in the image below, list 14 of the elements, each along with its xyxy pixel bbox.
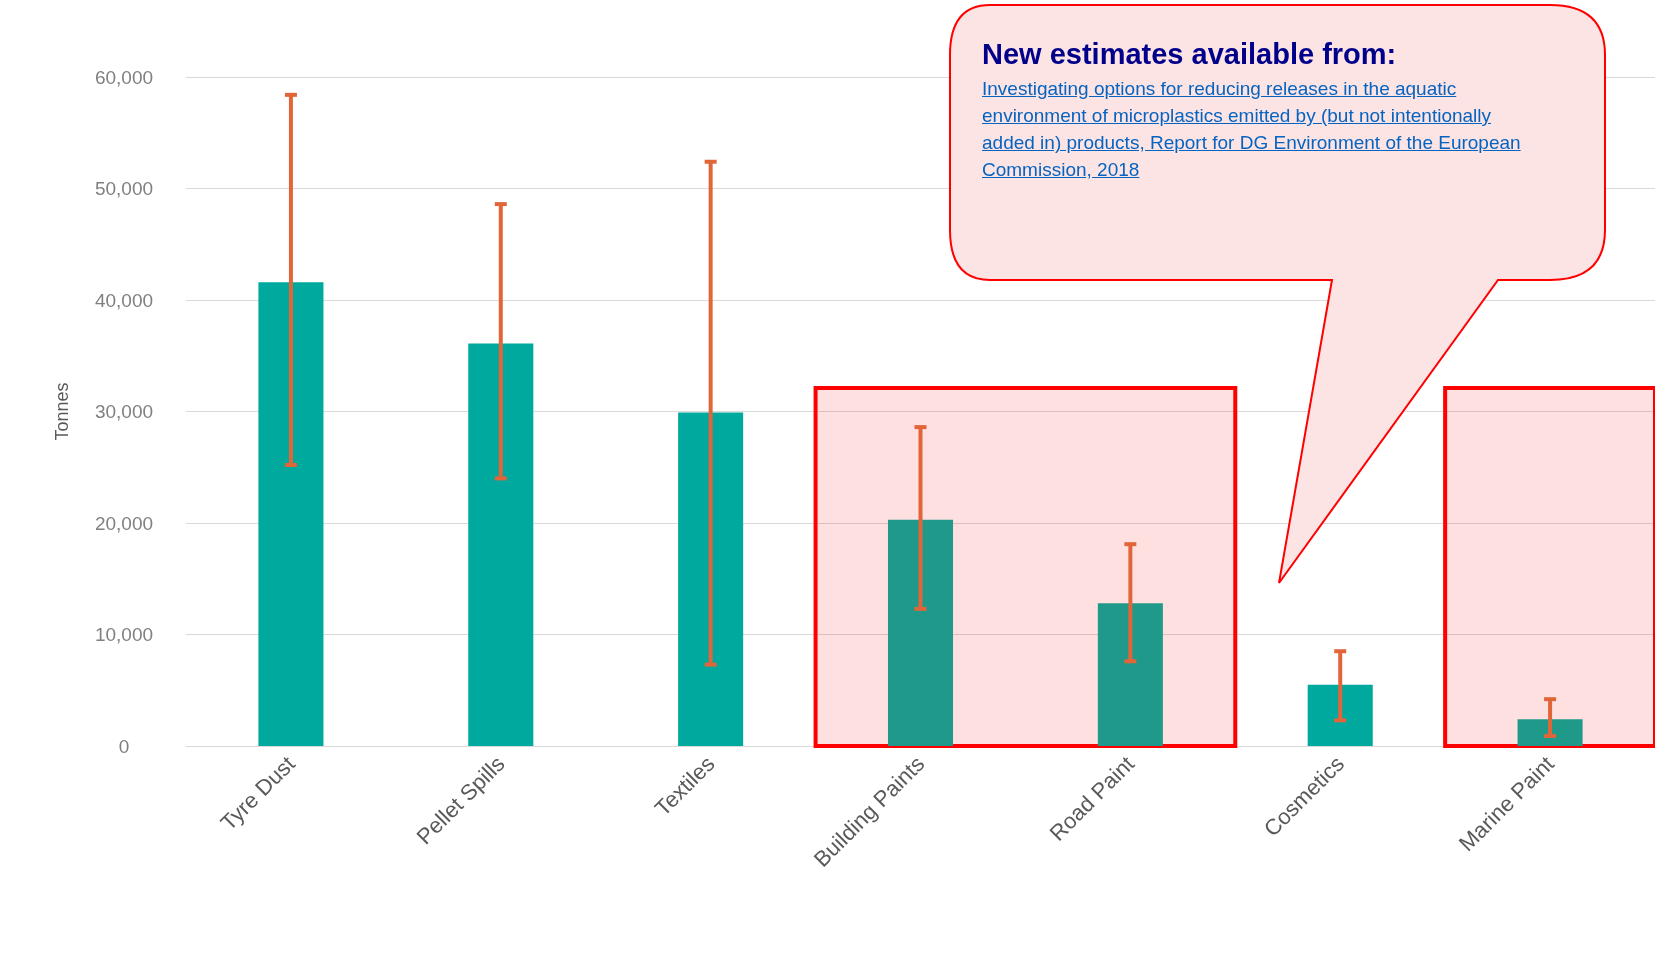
annotation: Investigating options for reducing releases in the aquatic environment of microplastics emitted by (but not intentionally added in) products, Report for DG Environment of the European Commission, 2018: [982, 77, 1522, 183]
y-tick-label: 20,000: [94, 512, 154, 534]
y-tick-label: 30,000: [94, 401, 154, 422]
y-tick-label: 60,000: [94, 66, 154, 88]
text: New estimates available from:: [982, 38, 1398, 71]
bar: [258, 282, 324, 746]
y-tick-label: 10,000: [94, 624, 154, 645]
y-tick-label: 40,000: [94, 289, 154, 311]
bar: [887, 519, 954, 746]
y-tick-label: 0: [118, 735, 130, 757]
bar: [468, 343, 534, 746]
y-axis-title: Tonnes: [52, 382, 72, 441]
y-tick-label: 50,000: [94, 178, 154, 199]
bar: [1097, 603, 1163, 746]
